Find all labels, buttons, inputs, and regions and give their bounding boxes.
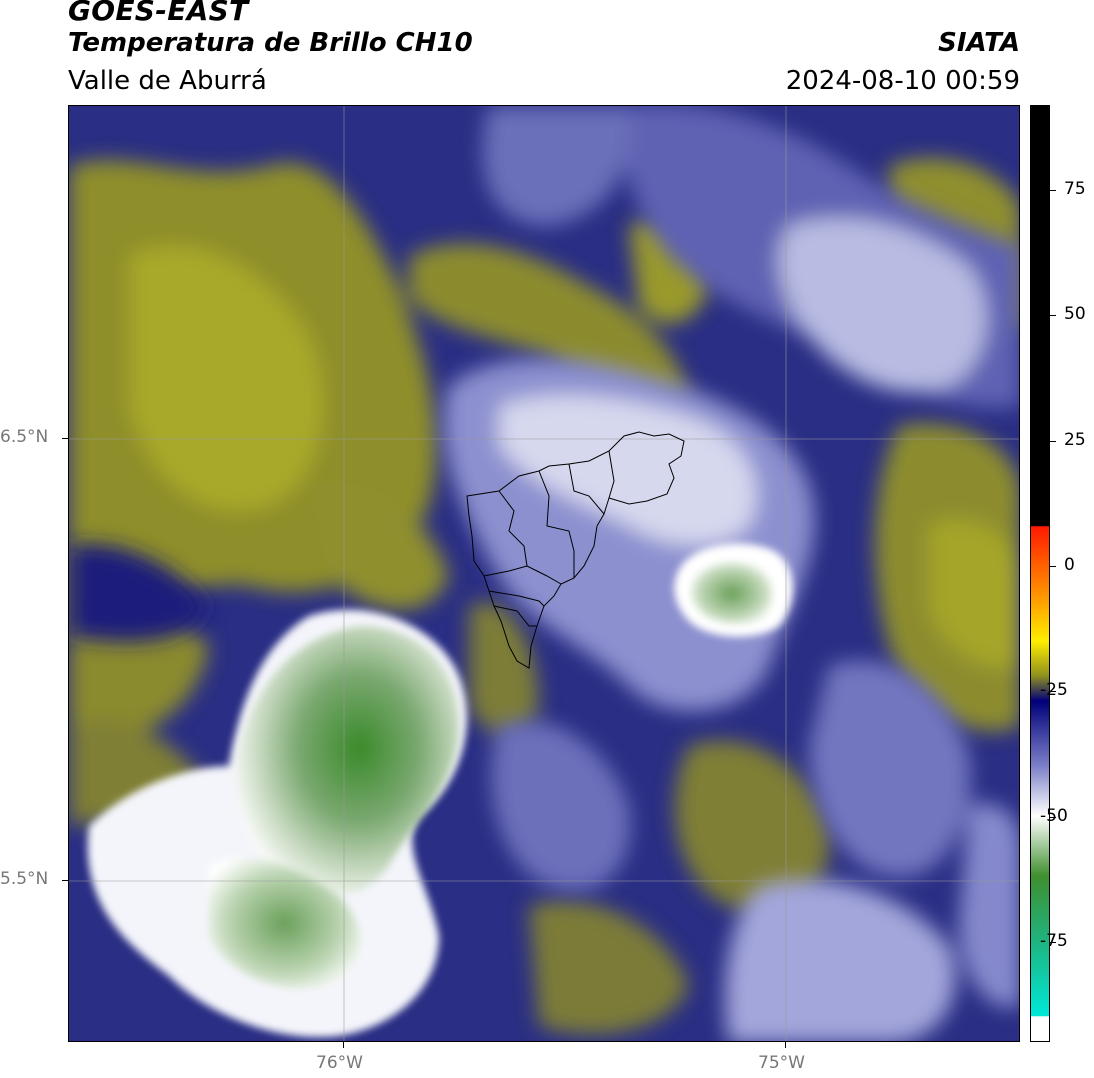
convective-cell-southwest (87, 609, 467, 1038)
colorbar-tick (1050, 565, 1056, 567)
colorbar-tick (1050, 941, 1056, 943)
brightness-temperature-map (68, 105, 1020, 1042)
datetime-label: 2024-08-10 00:59 (785, 66, 1020, 96)
lon-label-76: 76°W (316, 1053, 363, 1073)
lat-label-6-5: 6.5°N (0, 427, 49, 447)
colorbar-label: 0 (1064, 554, 1075, 575)
colorbar-label: 75 (1064, 179, 1086, 200)
colorbar-tick (1050, 691, 1056, 693)
colorbar-label: -25 (1040, 680, 1068, 701)
lat-tick (62, 880, 68, 881)
aburra-valley-boundaries (466, 431, 685, 669)
colorbar-tick (1050, 816, 1056, 818)
map-canvas (69, 106, 1019, 1041)
colorbar-label: 25 (1064, 429, 1086, 450)
lon-tick (785, 1042, 786, 1048)
colorbar-tick (1050, 190, 1056, 192)
region-label: Valle de Aburrá (68, 66, 267, 96)
graticule (69, 106, 1019, 1041)
lon-label-75: 75°W (758, 1053, 805, 1073)
colorbar-tick (1050, 440, 1056, 442)
lat-tick (62, 438, 68, 439)
product-title: Temperatura de Brillo CH10 (68, 28, 473, 58)
colorbar (1030, 105, 1050, 1042)
colorbar-label: 50 (1064, 304, 1086, 325)
colorbar-tick (1050, 315, 1056, 317)
lat-label-5-5: 5.5°N (0, 869, 49, 889)
satellite-title: GOES-EAST (68, 0, 249, 27)
colorbar-label: -75 (1040, 930, 1068, 951)
colorbar-label: -50 (1040, 805, 1068, 826)
lon-tick (343, 1042, 344, 1048)
convective-cell-northeast (674, 543, 793, 637)
warm-regions (69, 158, 1019, 1035)
org-label: SIATA (938, 28, 1020, 58)
